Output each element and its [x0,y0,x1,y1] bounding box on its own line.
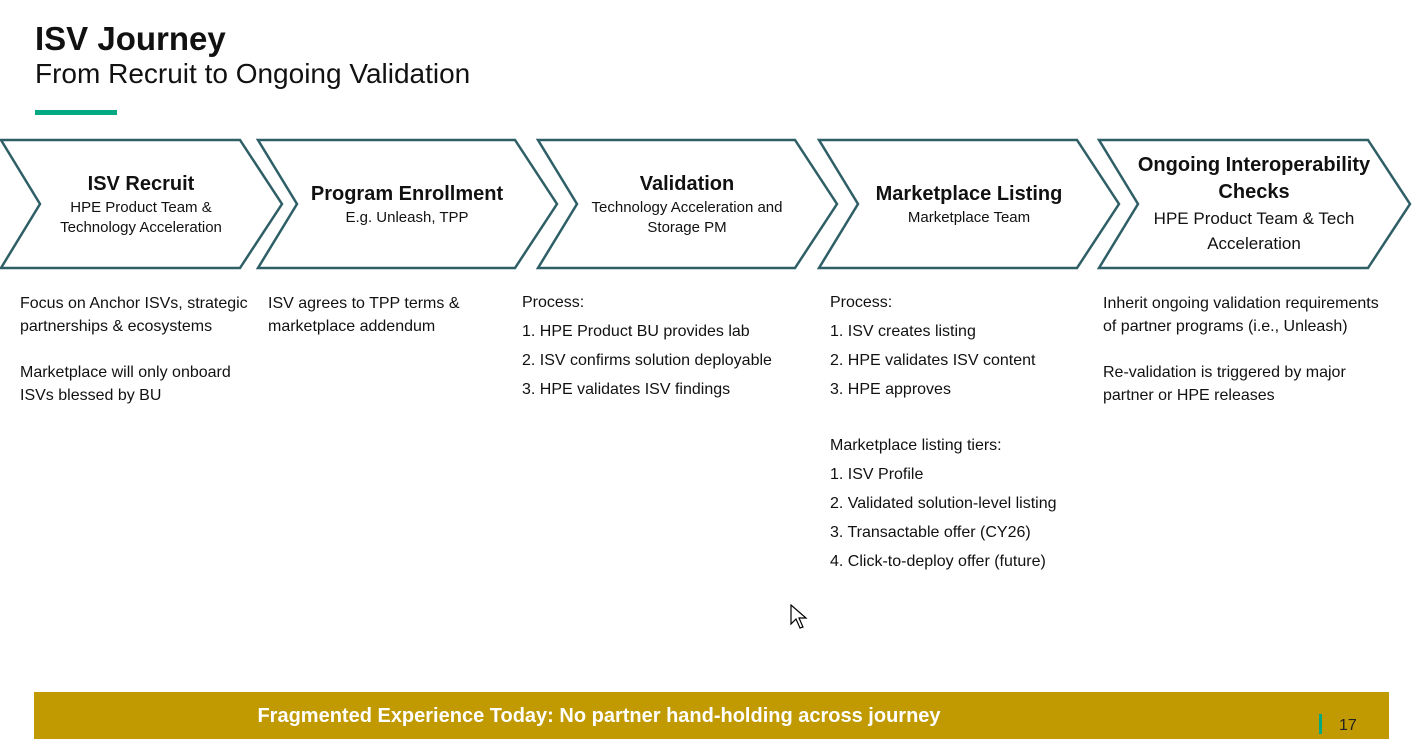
stage-sub: HPE Product Team & Technology Accelerati… [60,198,222,236]
stage-program-enrollment: Program Enrollment E.g. Unleash, TPP [297,139,517,269]
text: Inherit ongoing validation requirements … [1103,295,1379,335]
chevron-4 [816,138,1121,270]
list-item: 2. HPE validates ISV content [830,352,1036,369]
recruit-details: Focus on Anchor ISVs, strategic partners… [20,292,250,430]
list-item: 3. HPE validates ISV findings [522,381,731,398]
list-item: 3. Transactable offer (CY26) [830,524,1031,541]
stage-heading: ISV Recruit [87,172,195,195]
label: Marketplace listing tiers: [830,437,1002,454]
footer-banner: Fragmented Experience Today: No partner … [34,692,1389,739]
chevron-2 [255,138,559,270]
stage-validation: Validation Technology Acceleration and S… [577,139,797,269]
text: Marketplace will only onboard ISVs bless… [20,364,231,404]
stage-sub: Marketplace Team [907,208,1031,226]
mouse-cursor-icon [790,604,808,629]
stage-marketplace-listing: Marketplace Listing Marketplace Team [858,139,1080,269]
list-item: 1. HPE Product BU provides lab [522,323,750,340]
page-marker [1319,714,1322,734]
stage-heading: Validation [639,172,735,195]
chevron-flow [0,138,1412,270]
chevron-3 [535,138,839,270]
list-item: 1. ISV Profile [830,466,924,483]
chevron-5 [1096,138,1412,270]
stage-sub: E.g. Unleash, TPP [345,208,469,226]
stage-heading: Marketplace Listing [875,182,1063,205]
list-item: 4. Click-to-deploy offer (future) [830,553,1046,570]
stage-sub: Technology Acceleration and Storage PM [591,198,783,236]
text: ISV agrees to TPP terms & marketplace ad… [268,295,460,335]
stage-heading: Ongoing Interoperability Checks [1137,154,1371,203]
banner-text: Fragmented Experience Today: No partner … [257,705,941,727]
text: Focus on Anchor ISVs, strategic partners… [20,295,248,335]
process-list: 1. ISV creates listing 2. HPE validates … [830,317,1110,404]
tiers-list: 1. ISV Profile 2. Validated solution-lev… [830,460,1110,576]
chevron-1 [0,138,284,270]
list-item: 3. HPE approves [830,381,951,398]
list-item: 2. Validated solution-level listing [830,495,1057,512]
accent-bar [35,110,117,115]
validation-details: Process: 1. HPE Product BU provides lab … [522,288,822,404]
stage-isv-recruit: ISV Recruit HPE Product Team & Technolog… [40,139,242,269]
enrollment-details: ISV agrees to TPP terms & marketplace ad… [268,292,498,361]
page-number: 17 [1339,717,1357,734]
stage-sub: HPE Product Team & Tech Acceleration [1153,209,1355,253]
list-item: 2. ISV confirms solution deployable [522,352,772,369]
label: Process: [522,294,585,311]
listing-details: Process: 1. ISV creates listing 2. HPE v… [830,288,1110,576]
slide-title: ISV Journey [35,20,226,57]
text: Re-validation is triggered by major part… [1103,364,1346,404]
ongoing-details: Inherit ongoing validation requirements … [1103,292,1388,430]
list-item: 1. ISV creates listing [830,323,976,340]
label: Process: [830,294,893,311]
stage-heading: Program Enrollment [310,182,504,205]
stage-ongoing-checks: Ongoing Interoperability Checks HPE Prod… [1128,139,1380,269]
slide-subtitle: From Recruit to Ongoing Validation [35,58,471,89]
process-list: 1. HPE Product BU provides lab 2. ISV co… [522,317,822,404]
